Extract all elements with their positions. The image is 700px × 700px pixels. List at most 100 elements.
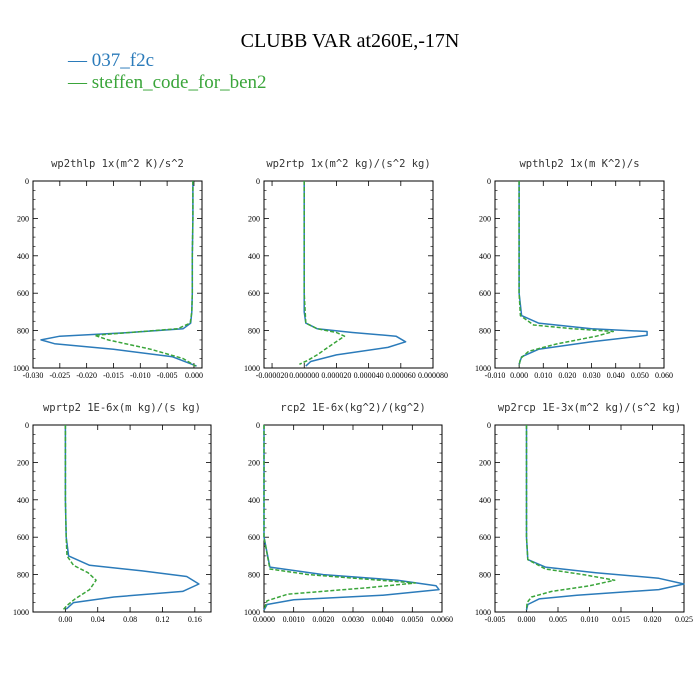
y-tick-label: 0 bbox=[25, 421, 29, 430]
x-tick-label: 0.000000 bbox=[289, 371, 319, 380]
y-tick-label: 600 bbox=[248, 289, 260, 298]
x-tick-label: 0.16 bbox=[188, 615, 202, 624]
legend-entry-037-f2c: — 037_f2c bbox=[68, 50, 154, 72]
x-tick-label: -0.010 bbox=[130, 371, 151, 380]
x-tick-label: 0.0040 bbox=[372, 615, 394, 624]
y-tick-label: 200 bbox=[479, 458, 491, 467]
y-tick-label: 600 bbox=[17, 533, 29, 542]
panel-frame bbox=[263, 424, 443, 613]
x-tick-label: 0.0050 bbox=[401, 615, 423, 624]
x-tick-label: 0.040 bbox=[607, 371, 625, 380]
y-tick-label: 200 bbox=[17, 458, 29, 467]
y-tick-label: 200 bbox=[17, 214, 29, 223]
panel-6: wp2rcp 1E-3x(m^2 kg)/(s^2 kg) 0 200 400 600 8… bbox=[475, 402, 693, 624]
x-tick-label: 0.08 bbox=[123, 615, 137, 624]
series-037-f2c-line bbox=[303, 181, 407, 367]
y-tick-label: 200 bbox=[248, 458, 260, 467]
x-tick-label: 0.0060 bbox=[431, 615, 453, 624]
y-tick-label: 400 bbox=[17, 252, 29, 261]
y-tick-label: 600 bbox=[479, 289, 491, 298]
x-tick-label: 0.025 bbox=[675, 615, 693, 624]
legend-label: 037_f2c bbox=[91, 50, 155, 71]
x-tick-label: 0.020 bbox=[558, 371, 576, 380]
x-tick-label: 0.015 bbox=[612, 615, 630, 624]
panel-title: wprtp2 1E-6x(m kg)/(s kg) bbox=[43, 402, 201, 414]
panel-title: wpthlp2 1x(m K^2)/s bbox=[519, 158, 639, 170]
x-tick-label: 0.0010 bbox=[283, 615, 305, 624]
series-steffen-line bbox=[518, 181, 615, 367]
series-steffen-line bbox=[525, 425, 616, 611]
legend-line-marker: — bbox=[68, 72, 87, 93]
x-tick-label: -0.025 bbox=[49, 371, 70, 380]
x-tick-label: 0.0000 bbox=[253, 615, 275, 624]
series-steffen-line bbox=[299, 181, 346, 365]
y-tick-label: 400 bbox=[479, 252, 491, 261]
y-tick-label: 0 bbox=[487, 177, 491, 186]
panel-frame bbox=[494, 424, 685, 613]
series-037-f2c-line bbox=[64, 425, 200, 610]
y-tick-label: 800 bbox=[479, 327, 491, 336]
panel-frame bbox=[32, 180, 203, 369]
y-tick-label: 0 bbox=[256, 421, 260, 430]
panel-title: rcp2 1E-6x(kg^2)/(kg^2) bbox=[280, 402, 425, 414]
panel-1: wp2thlp 1x(m^2 K)/s^202004006008001000-0… bbox=[13, 158, 203, 380]
x-tick-label: 0.010 bbox=[534, 371, 552, 380]
y-tick-label: 0 bbox=[25, 177, 29, 186]
y-tick-label: 400 bbox=[479, 496, 491, 505]
y-tick-label: 0 bbox=[256, 177, 260, 186]
x-tick-label: -0.030 bbox=[23, 371, 44, 380]
y-tick-label: 400 bbox=[248, 252, 260, 261]
series-steffen-line bbox=[93, 181, 196, 367]
y-tick-label: 800 bbox=[248, 571, 260, 580]
x-tick-label: -0.010 bbox=[485, 371, 506, 380]
x-tick-label: 0.0020 bbox=[312, 615, 334, 624]
x-tick-label: -0.005 bbox=[485, 615, 506, 624]
legend-line-marker: — bbox=[68, 50, 87, 71]
y-tick-label: 800 bbox=[17, 327, 29, 336]
x-tick-label: 0.030 bbox=[583, 371, 601, 380]
x-tick-label: 0.005 bbox=[549, 615, 567, 624]
y-tick-label: 600 bbox=[479, 533, 491, 542]
series-steffen-line bbox=[62, 425, 97, 611]
x-tick-label: -0.020 bbox=[76, 371, 97, 380]
x-tick-label: 0.000060 bbox=[386, 371, 416, 380]
series-037-f2c-line bbox=[518, 181, 648, 365]
panel-title: wp2rcp 1E-3x(m^2 kg)/(s^2 kg) bbox=[498, 402, 681, 414]
x-tick-label: 0.000020 bbox=[321, 371, 351, 380]
x-tick-label: 0.060 bbox=[655, 371, 673, 380]
y-tick-label: 800 bbox=[17, 571, 29, 580]
series-steffen-line bbox=[263, 425, 417, 611]
legend-entry-steffen: — steffen_code_for_ben2 bbox=[68, 72, 267, 94]
legend-label: steffen_code_for_ben2 bbox=[91, 72, 267, 93]
y-tick-label: 400 bbox=[17, 496, 29, 505]
y-tick-label: 200 bbox=[248, 214, 260, 223]
panel-3: wpthlp2 1x(m K^2)/s 0 200 400 600 800 1000-0.0… bbox=[475, 158, 673, 380]
x-tick-label: 0.00 bbox=[58, 615, 72, 624]
y-tick-label: 1000 bbox=[475, 608, 491, 617]
x-tick-label: 0.000 bbox=[518, 615, 536, 624]
series-037-f2c-line bbox=[40, 181, 197, 367]
x-tick-label: 0.010 bbox=[581, 615, 599, 624]
x-tick-label: 0.000 bbox=[185, 371, 203, 380]
y-tick-label: 1000 bbox=[475, 364, 491, 373]
y-tick-label: 0 bbox=[487, 421, 491, 430]
panel-title: wp2rtp 1x(m^2 kg)/(s^2 kg) bbox=[266, 158, 430, 170]
y-tick-label: 600 bbox=[17, 289, 29, 298]
x-tick-label: 0.000080 bbox=[418, 371, 448, 380]
panel-title: wp2thlp 1x(m^2 K)/s^2 bbox=[51, 158, 184, 170]
x-tick-label: 0.12 bbox=[155, 615, 169, 624]
y-tick-label: 400 bbox=[248, 496, 260, 505]
figure-title: CLUBB VAR at260E,-17N bbox=[240, 30, 460, 52]
y-tick-label: 1000 bbox=[244, 608, 260, 617]
panel-frame bbox=[32, 424, 212, 613]
y-tick-label: 1000 bbox=[244, 364, 260, 373]
x-tick-label: 0.020 bbox=[644, 615, 662, 624]
y-tick-label: 1000 bbox=[13, 364, 29, 373]
x-tick-label: -0.005 bbox=[157, 371, 178, 380]
x-tick-label: -0.000020 bbox=[256, 371, 289, 380]
panel-5: rcp2 1E-6x(kg^2)/(kg^2) 0 200 400 600 800 1000… bbox=[244, 402, 453, 624]
panel-4: wprtp2 1E-6x(m kg)/(s kg) 0 200 400 600 800 10… bbox=[13, 402, 212, 624]
y-tick-label: 800 bbox=[248, 327, 260, 336]
x-tick-label: 0.000 bbox=[510, 371, 528, 380]
